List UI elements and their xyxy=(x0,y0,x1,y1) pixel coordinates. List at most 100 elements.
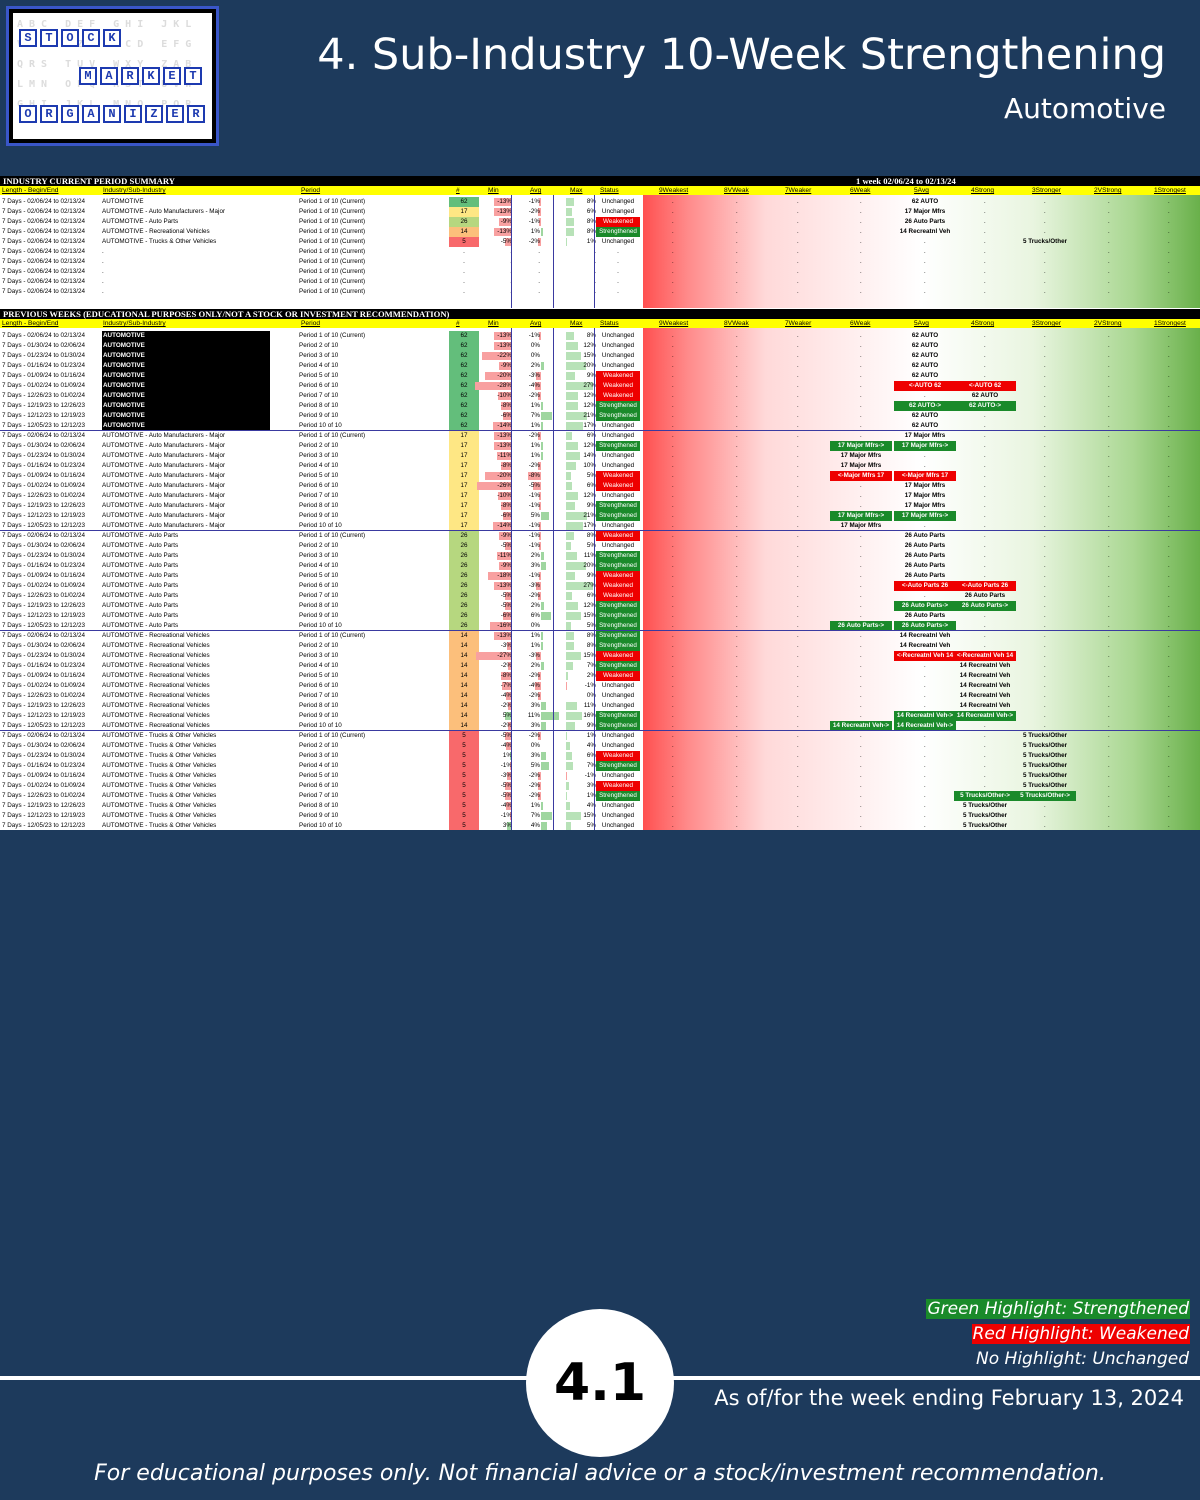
empty-cell: . xyxy=(1044,453,1046,459)
empty-cell: . xyxy=(860,553,862,559)
avg-bar xyxy=(537,672,541,680)
logo-letter: T xyxy=(184,67,202,85)
empty-cell: . xyxy=(1108,199,1110,205)
row-count: 14 xyxy=(449,701,479,711)
empty-cell: . xyxy=(1044,723,1046,729)
strength-tag-2: <-Auto Parts 26 xyxy=(954,581,1016,591)
empty-cell: . xyxy=(984,723,986,729)
row-avg: -4% xyxy=(528,682,540,689)
table-row: 7 Days - 01/30/24 to 02/06/24 AUTOMOTIVE P… xyxy=(0,341,1200,351)
section-header: PREVIOUS WEEKS (EDUCATIONAL PURPOSES ONL… xyxy=(0,309,1200,319)
row-status: Strengthened xyxy=(596,711,640,721)
table-row: 7 Days - 12/05/23 to 12/12/23 AUTOMOTIVE … xyxy=(0,521,1200,531)
logo-letter: Z xyxy=(145,105,163,123)
empty-cell: . xyxy=(797,209,799,215)
logo-letter: O xyxy=(61,29,79,47)
row-max: 9% xyxy=(586,372,596,379)
row-avg: -2% xyxy=(528,238,540,245)
row-status: Unchanged xyxy=(601,542,635,549)
table-row: 7 Days - 12/12/23 to 12/19/23 AUTOMOTIVE … xyxy=(0,511,1200,521)
row-length: 7 Days - 02/06/24 to 02/13/24 xyxy=(2,218,85,225)
avg-bar xyxy=(541,612,551,620)
row-period: Period 1 of 10 (Current) xyxy=(299,238,366,245)
row-count: 5 xyxy=(449,821,479,830)
row-count: . xyxy=(463,258,465,265)
empty-cell: . xyxy=(984,523,986,529)
empty-cell: . xyxy=(860,563,862,569)
empty-cell: . xyxy=(736,723,738,729)
row-period: Period 1 of 10 (Current) xyxy=(299,332,366,339)
min-bar xyxy=(500,672,511,680)
empty-cell: . xyxy=(736,543,738,549)
empty-cell: . xyxy=(860,229,862,235)
row-count: 14 xyxy=(449,661,479,671)
row-max: 7% xyxy=(586,662,596,669)
row-avg: -2% xyxy=(528,672,540,679)
empty-cell: . xyxy=(736,763,738,769)
row-avg: -2% xyxy=(528,432,540,439)
empty-cell: . xyxy=(1044,413,1046,419)
empty-cell: . xyxy=(736,249,738,255)
empty-cell: . xyxy=(1044,279,1046,285)
row-length: 7 Days - 02/06/24 to 02/13/24 xyxy=(2,238,85,245)
empty-cell: . xyxy=(1168,353,1170,359)
row-length: 7 Days - 12/19/23 to 12/26/23 xyxy=(2,402,85,409)
empty-cell: . xyxy=(797,523,799,529)
row-industry: AUTOMOTIVE xyxy=(102,411,270,421)
row-status: Unchanged xyxy=(601,522,635,529)
empty-cell: . xyxy=(672,713,674,719)
row-count: 62 xyxy=(449,361,479,371)
row-status: Strengthened xyxy=(596,641,640,651)
strength-tag: 26 Auto Parts xyxy=(904,562,946,569)
empty-cell: . xyxy=(984,493,986,499)
avg-bar xyxy=(541,802,543,810)
row-count: 17 xyxy=(449,431,479,441)
row-industry: AUTOMOTIVE - Recreational Vehicles xyxy=(102,652,210,659)
row-status: Strengthened xyxy=(596,441,640,451)
min-bar xyxy=(492,422,511,430)
row-period: Period 5 of 10 xyxy=(299,572,339,579)
row-min: . xyxy=(484,277,512,287)
min-bar xyxy=(485,472,511,480)
min-bar xyxy=(504,602,511,610)
empty-cell: . xyxy=(672,443,674,449)
empty-cell: . xyxy=(1108,393,1110,399)
empty-cell: . xyxy=(860,683,862,689)
empty-cell: . xyxy=(860,433,862,439)
empty-cell: . xyxy=(924,239,926,245)
empty-cell: . xyxy=(1044,523,1046,529)
table-row: 7 Days - 02/06/24 to 02/13/24. Period 1 o… xyxy=(0,277,1200,287)
empty-cell: . xyxy=(924,269,926,275)
row-status: Strengthened xyxy=(596,621,640,631)
empty-cell: . xyxy=(1108,259,1110,265)
empty-cell: . xyxy=(672,249,674,255)
table-row: 7 Days - 02/06/24 to 02/13/24 AUTOMOTIVE … xyxy=(0,217,1200,227)
row-min: -8% xyxy=(500,502,512,509)
empty-cell: . xyxy=(736,393,738,399)
empty-cell: . xyxy=(736,333,738,339)
row-industry: AUTOMOTIVE - Recreational Vehicles xyxy=(102,632,210,639)
row-status: . xyxy=(617,278,619,285)
empty-cell: . xyxy=(1168,743,1170,749)
max-bar xyxy=(566,392,578,400)
row-max: 12% xyxy=(583,342,596,349)
row-avg: -1% xyxy=(528,532,540,539)
empty-cell: . xyxy=(736,633,738,639)
row-min: -5% xyxy=(500,602,512,609)
row-count: 26 xyxy=(449,541,479,551)
row-count: 5 xyxy=(449,731,479,741)
row-length: 7 Days - 01/02/24 to 01/09/24 xyxy=(2,582,85,589)
min-bar xyxy=(498,492,511,500)
min-bar xyxy=(492,522,511,530)
row-max: 6% xyxy=(586,432,596,439)
row-min: -13% xyxy=(497,198,512,205)
empty-cell: . xyxy=(1044,583,1046,589)
row-max: . xyxy=(594,288,596,295)
column-header: 5Avg xyxy=(914,320,929,327)
row-status: Weakened xyxy=(596,571,640,581)
min-bar xyxy=(508,722,511,730)
empty-cell: . xyxy=(797,713,799,719)
empty-cell: . xyxy=(797,433,799,439)
empty-cell: . xyxy=(1108,209,1110,215)
min-bar xyxy=(499,532,511,540)
